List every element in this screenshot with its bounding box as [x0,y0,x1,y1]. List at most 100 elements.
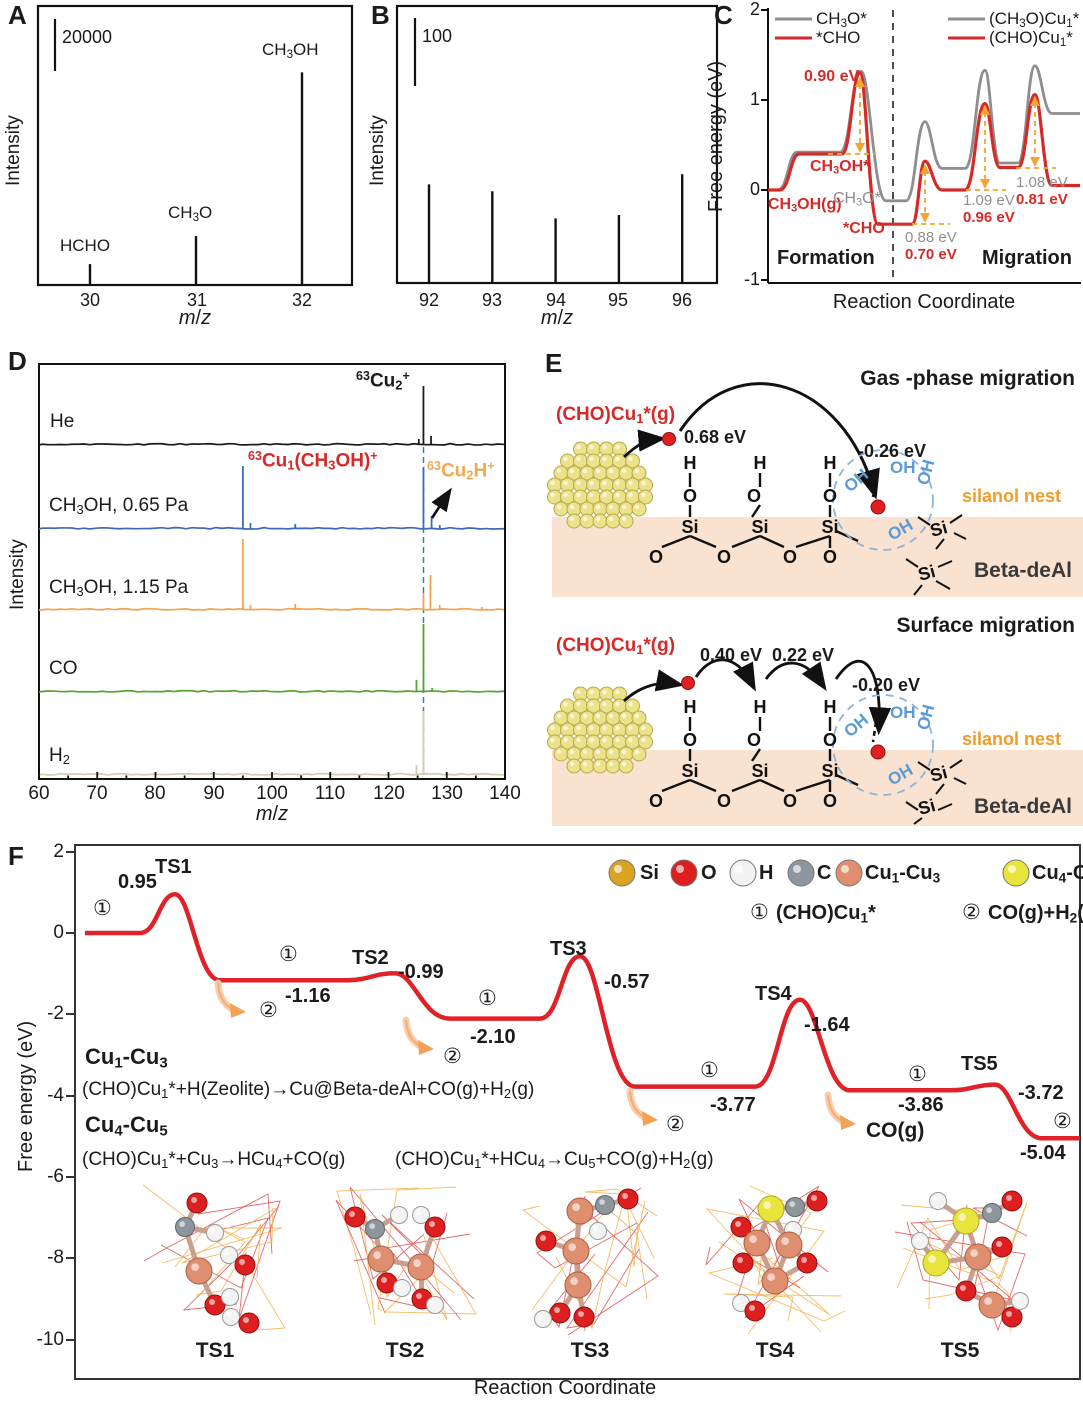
silanol-nest-circle [832,449,934,551]
o-atom: O [649,791,663,811]
ts3-label: TS3 [550,938,587,960]
value-m372: -3.72 [1018,1082,1064,1104]
cu-nanoparticle [547,441,653,529]
heading-cu45: Cu4-Cu5 [85,1112,168,1140]
species-2-label: CO(g)+H2(g) [988,902,1083,926]
x-tick: 90 [203,783,225,804]
peaks-a [88,72,304,284]
y-tick: -6 [47,1166,64,1187]
peak-label-cu2: 63Cu2+ [356,369,410,393]
x-tick: 31 [186,290,208,310]
si-atom: Si [751,517,768,537]
x-axis-label: m/z [255,803,289,825]
energy-profile-curve [85,892,1080,1141]
plot-box [395,4,719,285]
legend-cu13: Cu1-Cu3 [865,862,941,886]
species-cho-cu1: (CHO)Cu1*(g) [556,404,676,427]
y-axis-label: Free energy (eV) [15,1020,37,1172]
ts-structure [705,1185,846,1335]
panel-e-schematic: H H H O O O Si Si Si O O O O OH OH OH OH… [547,382,1083,826]
y-tick: 0 [53,922,64,943]
energy-022: 0.22 eV [772,645,835,665]
y-ticks [66,851,75,1341]
si-atom: Si [821,517,838,537]
h-atom: H [754,453,767,473]
x-axis-label: m/z [178,307,212,329]
scale-bar-value: 20000 [62,27,113,47]
legend-o: O [701,862,717,884]
panel-a-spectrum [36,4,354,287]
panel-d-spectra [38,363,506,780]
o-atom: O [747,486,761,506]
ts-structures [142,1184,1029,1336]
peak-label-ch3oh: CH3OH [262,40,319,61]
ts-structure [894,1190,1029,1333]
cu1-atom [662,432,676,446]
trace-label-co: CO [49,658,78,679]
released-co: CO(g) [866,1119,925,1142]
y-tick: -2 [47,1003,64,1024]
silanol-nest-label: silanol nest [962,729,1062,749]
hop-arc-3 [834,659,892,736]
x-tick: 93 [481,290,503,310]
y-tick: -8 [47,1247,64,1268]
energy-040: 0.40 eV [700,645,763,665]
marker-1: ① [279,943,298,966]
structure-label-ts1: TS1 [195,1339,235,1362]
y-ticks [761,9,768,281]
equation-2a: (CHO)Cu1*+Cu3→HCu4+CO(g) [82,1149,346,1172]
state-cho-ads: *CHO [843,220,885,237]
x-tick: 96 [671,290,693,310]
legend-ch3ocu1: (CH3O)Cu1* [989,9,1080,30]
legend-c: C [817,862,832,884]
o-atom: O [823,486,837,506]
trace-label-h2: H2 [49,745,70,768]
x-tick: 92 [418,290,440,310]
y-tick: -4 [47,1085,64,1106]
y-tick: -1 [743,269,760,289]
energy-068: 0.68 eV [684,427,747,447]
barrier-0-70: 0.70 eV [905,246,957,263]
x-axis-label: Reaction Coordinate [832,291,1016,313]
oh-group: OH [914,702,939,732]
traces [38,386,505,776]
value-m210: -2.10 [470,1026,516,1048]
region-migration: Migration [982,247,1072,269]
structure-label-ts4: TS4 [755,1339,795,1362]
si-atom: Si [821,761,838,781]
trace-label-he: He [50,411,75,432]
plot-box [74,844,1081,1380]
x-tick: 30 [79,290,101,310]
legend-si: Si [640,862,659,884]
x-tick: 120 [373,783,405,804]
species-1-label: (CHO)Cu1* [776,902,876,926]
x-tick: 95 [607,290,629,310]
structure-label-ts2: TS2 [385,1339,425,1362]
o-atom: O [823,547,837,567]
hop-arc-1 [694,658,756,692]
atom-legend-spheres [608,859,1030,887]
marker-2: ② [666,1113,685,1136]
panel-b-spectrum [395,4,719,285]
o-atom: O [783,547,797,567]
legend-chocu1: (CHO)Cu1* [989,28,1073,49]
marker-2: ② [1053,1110,1072,1133]
state-ch3oh-gas: CH3OH(g) [768,196,842,215]
marker-1: ① [478,987,497,1010]
barrier-guides [828,77,1056,225]
barrier-1-09: 1.09 eV [963,192,1015,209]
panel-label-e: E [545,348,563,378]
x-tick: 60 [28,783,50,804]
ts1-label: TS1 [155,856,192,878]
barrier-0-88: 0.88 eV [905,229,957,246]
y-tick: -10 [36,1329,64,1350]
value-m116: -1.16 [285,985,331,1007]
energy-m020: -0.20 eV [852,675,921,695]
x-tick: 100 [256,783,288,804]
hop-arc-2 [764,661,827,691]
x-axis-label: Reaction Coordinate [473,1377,657,1399]
si-atom: Si [751,761,768,781]
value-m386: -3.86 [898,1094,944,1116]
title-gas-phase: Gas -phase migration [860,367,1075,390]
x-ticks [38,772,506,779]
